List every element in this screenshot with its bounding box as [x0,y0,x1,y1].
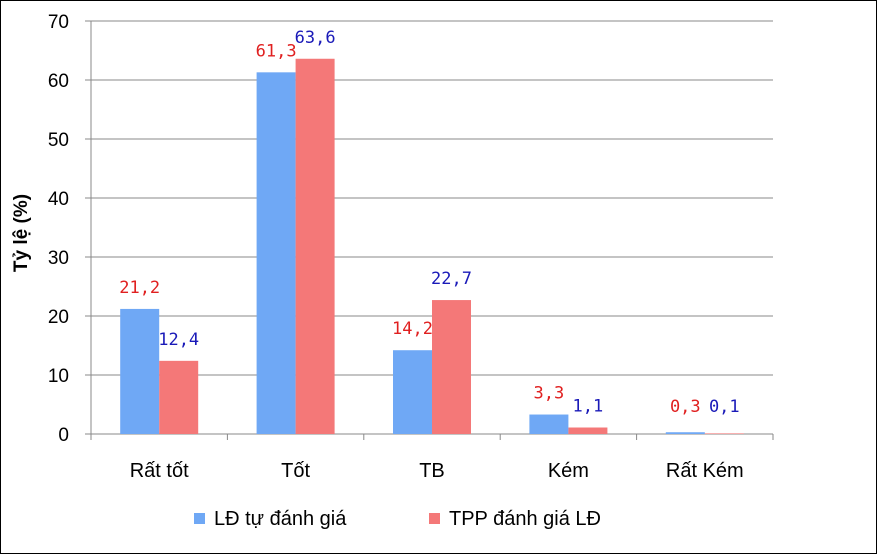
data-label: 0,3 [670,397,701,417]
category-label: Rất tốt [130,460,189,482]
gridlines [91,20,773,376]
category-labels: Rất tốt Tốt TB Kém Rất Kém [130,460,744,482]
y-tick-label: 30 [48,248,69,269]
y-tick-label: 20 [48,307,69,328]
legend-label: TPP đánh giá LĐ [449,508,601,530]
y-tick-label: 0 [58,425,69,446]
y-tick-label: 50 [48,130,69,151]
data-label: 3,3 [534,384,565,404]
data-label: 61,3 [256,41,297,61]
data-label: 0,1 [709,397,740,417]
y-tick-label: 60 [48,71,69,92]
category-label: Kém [548,460,589,482]
bar [159,360,199,434]
category-label: Tốt [281,460,310,482]
bar [704,433,744,435]
y-tick-labels: 0 10 20 30 40 50 60 70 [48,12,69,446]
data-label: 14,2 [392,319,433,339]
legend-swatch [194,513,205,524]
category-label: Rất Kém [666,460,744,482]
category-label: TB [419,460,445,482]
bar [568,427,608,434]
bar [393,350,432,434]
data-label: 12,4 [158,330,199,350]
y-tick-label: 40 [48,189,69,210]
legend-label: LĐ tự đánh giá [214,508,347,530]
y-tick-label: 10 [48,366,69,387]
legend-swatch [429,513,440,524]
data-label: 1,1 [573,397,604,417]
bar [432,300,471,434]
bar [295,58,335,434]
data-labels: 21,2 12,4 61,363,6 14,2 22,7 3,3 1,1 0,3 0,1 [119,28,739,417]
y-tick-label: 70 [48,12,69,33]
y-axis-label: Tỷ lệ (%) [11,194,32,272]
bar [256,72,296,434]
legend: LĐ tự đánh giá TPP đánh giá LĐ [194,508,601,530]
bars [120,58,744,435]
data-label: 21,2 [119,278,160,298]
bar [665,432,705,434]
data-label: 22,7 [431,269,472,289]
bar [120,308,160,434]
bar [529,414,569,434]
data-label: 63,6 [295,28,336,48]
